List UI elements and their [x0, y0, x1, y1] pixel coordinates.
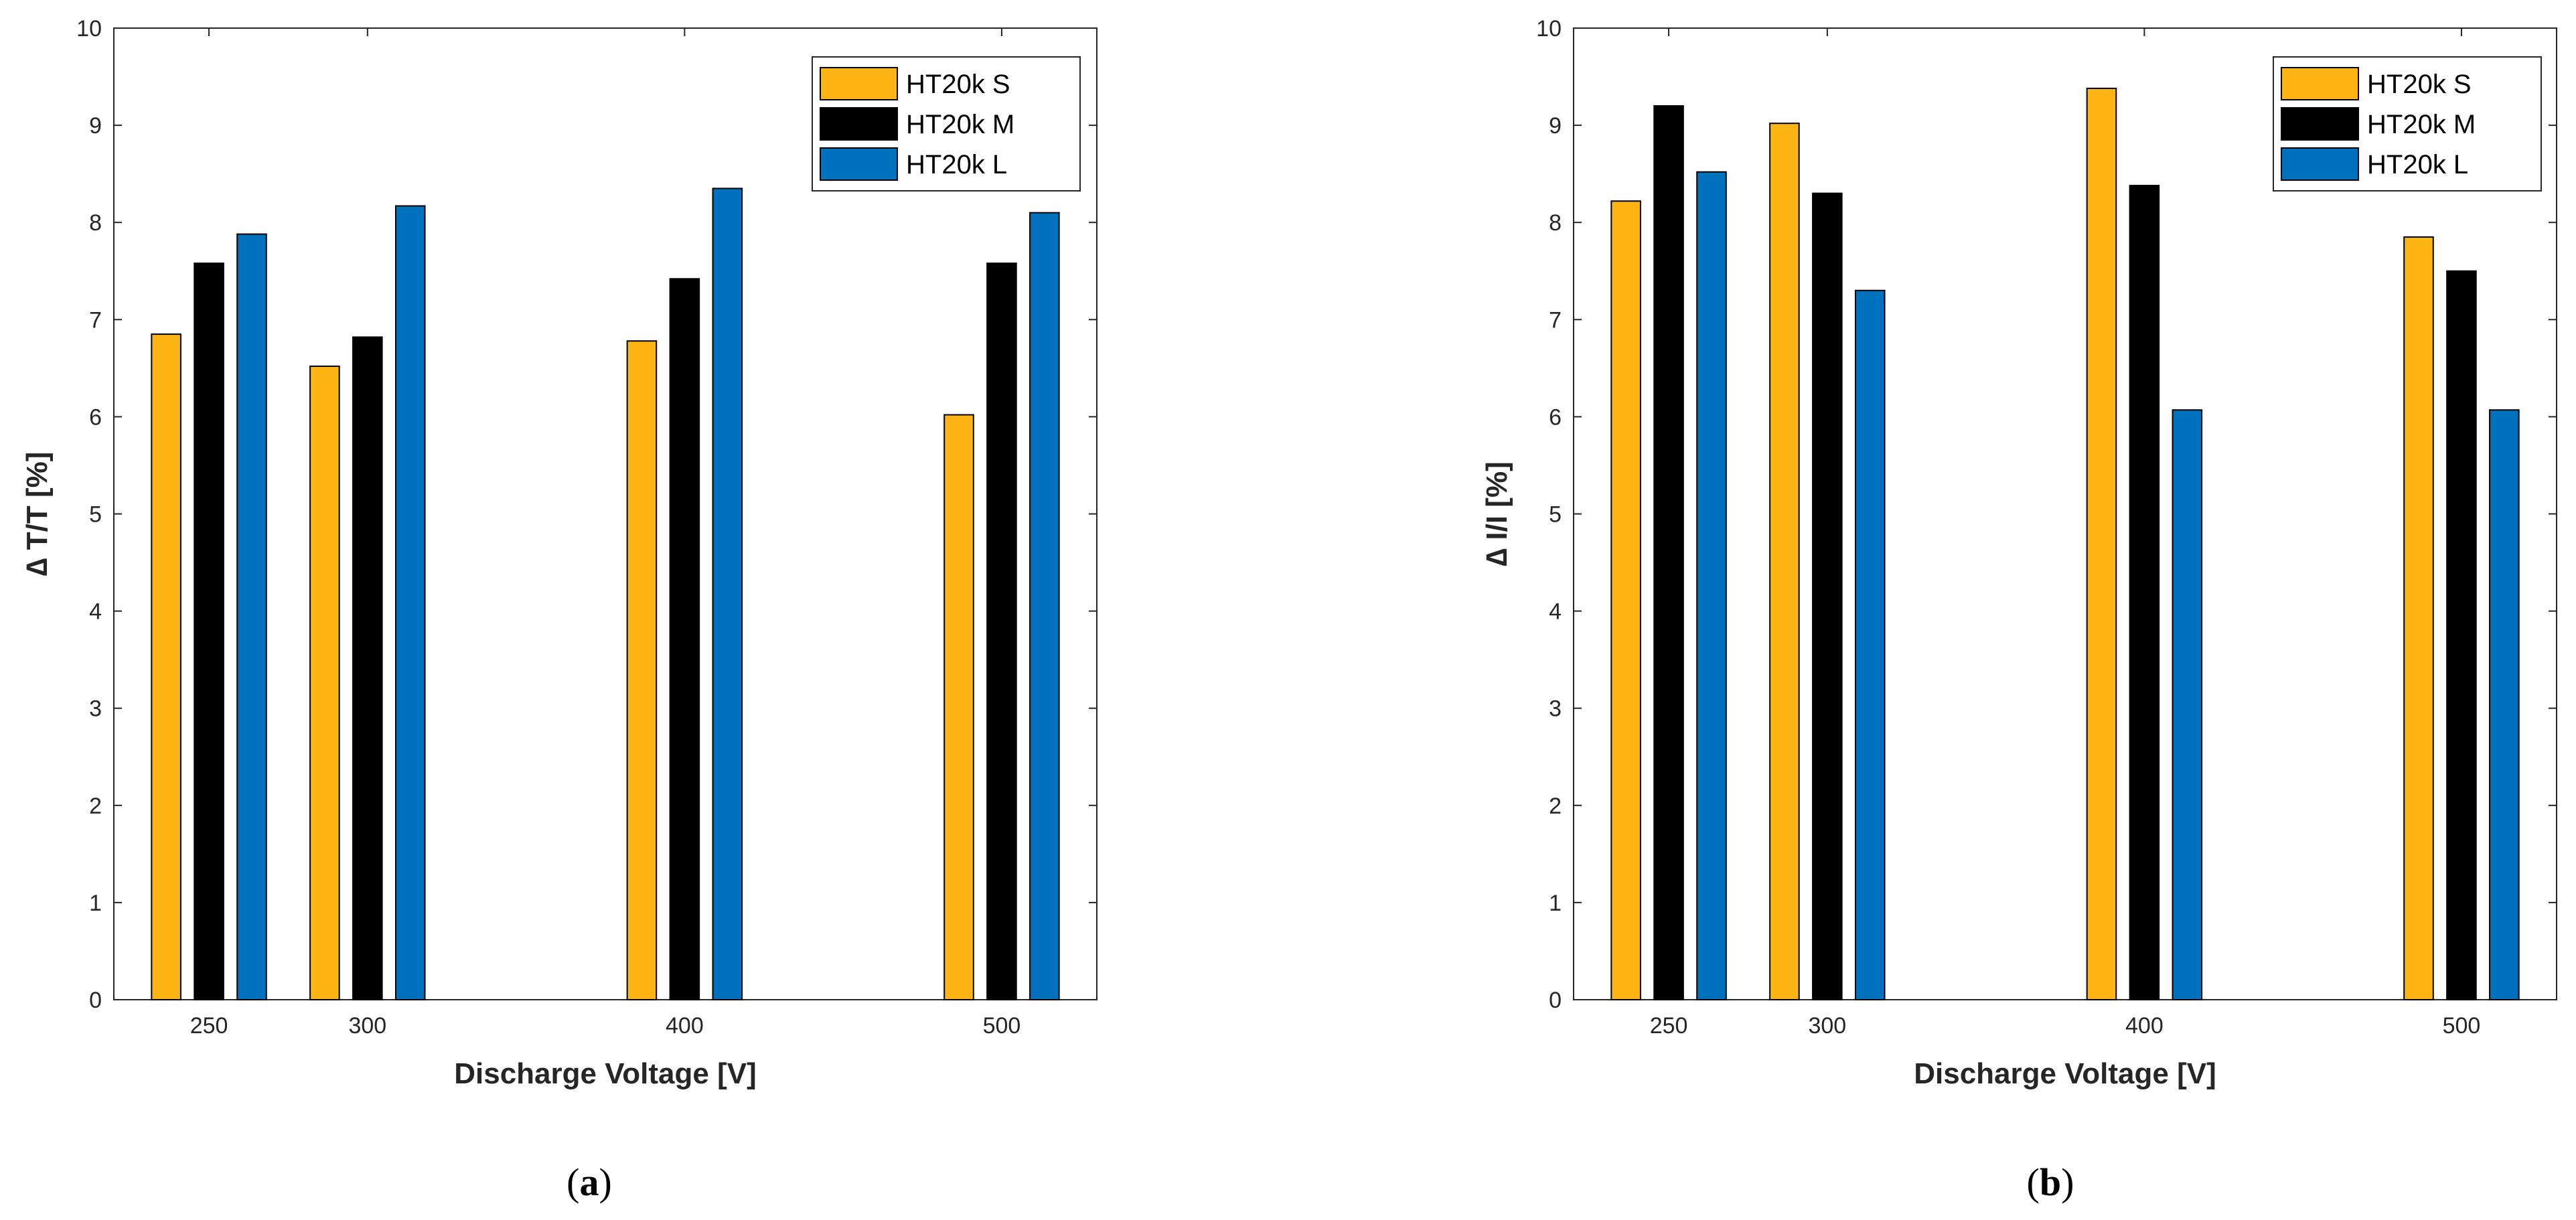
- bar-ht20k-l-500: [2489, 409, 2520, 1000]
- y-tick-label: 4: [89, 599, 102, 625]
- y-tick-label: 4: [1549, 599, 1562, 625]
- x-tick-label: 500: [2443, 1013, 2481, 1039]
- y-tick-label: 10: [1536, 16, 1562, 42]
- x-axis-label: Discharge Voltage [V]: [454, 1057, 757, 1090]
- bar-ht20k-s-250: [151, 333, 181, 1000]
- y-tick-label: 6: [1549, 404, 1562, 430]
- y-tick-label: 7: [1549, 307, 1562, 333]
- bar-ht20k-m-500: [2446, 270, 2477, 1000]
- legend-swatch-ht20k-s: [2281, 67, 2359, 100]
- bar-ht20k-m-250: [194, 262, 224, 1001]
- y-tick-label: 3: [1549, 696, 1562, 722]
- y-tick-label: 10: [76, 16, 102, 42]
- bar-ht20k-s-400: [2086, 87, 2117, 1000]
- x-tick-label: 250: [1650, 1013, 1688, 1039]
- y-tick-label: 1: [1549, 891, 1562, 916]
- legend-swatch-ht20k-m: [820, 107, 898, 141]
- x-tick-label: 300: [348, 1013, 386, 1039]
- legend-swatch-ht20k-m: [2281, 107, 2359, 141]
- bar-ht20k-m-400: [669, 278, 700, 1000]
- y-axis-label: ∆ I/I [%]: [1481, 461, 1513, 566]
- bar-ht20k-s-500: [943, 414, 974, 1000]
- legend-label: HT20k S: [2367, 70, 2472, 99]
- bar-ht20k-s-250: [1610, 200, 1641, 1001]
- bar-ht20k-s-300: [309, 365, 340, 1000]
- bar-ht20k-l-400: [712, 187, 743, 1000]
- bar-ht20k-m-300: [352, 336, 383, 1000]
- bar-ht20k-m-250: [1653, 105, 1684, 1001]
- bar-ht20k-m-300: [1812, 192, 1843, 1000]
- y-tick-label: 8: [89, 210, 102, 236]
- bar-ht20k-m-500: [986, 262, 1017, 1001]
- x-tick-label: 500: [983, 1013, 1021, 1039]
- y-axis-label: ∆ T/T [%]: [21, 452, 54, 577]
- bar-ht20k-s-500: [2403, 236, 2434, 1001]
- x-axis-label: Discharge Voltage [V]: [1914, 1057, 2216, 1090]
- y-tick-label: 1: [89, 891, 102, 916]
- y-tick-label: 7: [89, 307, 102, 333]
- bar-ht20k-s-400: [626, 340, 658, 1000]
- y-tick-label: 6: [89, 404, 102, 430]
- y-tick-label: 9: [89, 113, 102, 139]
- legend-label: HT20k S: [906, 70, 1010, 99]
- y-tick-label: 9: [1549, 113, 1562, 139]
- chart-panel-b: 0 1 2 3 4 5 6 7 8 9 10 250 300 400 500 Discharge Voltag…: [1481, 16, 2557, 1090]
- legend-label: HT20k L: [906, 150, 1007, 179]
- x-tick-label: 300: [1808, 1013, 1846, 1039]
- bar-ht20k-l-400: [2172, 409, 2203, 1000]
- x-tick-label: 400: [666, 1013, 704, 1039]
- y-tick-label: 8: [1549, 210, 1562, 236]
- y-tick-label: 5: [89, 502, 102, 528]
- y-tick-label: 3: [89, 696, 102, 722]
- legend-label: HT20k M: [2367, 110, 2476, 139]
- chart-panel-a: 0 1 2 3 4 5 6 7 8 9 10 250 300 400 500 Discharge Voltag…: [21, 16, 1097, 1090]
- legend-swatch-ht20k-s: [820, 67, 898, 100]
- x-tick-label: 400: [2125, 1013, 2164, 1039]
- caption-a: (a): [566, 1160, 612, 1204]
- x-tick-label: 250: [190, 1013, 228, 1039]
- bar-ht20k-s-300: [1769, 123, 1800, 1000]
- legend-swatch-ht20k-l: [2281, 147, 2359, 181]
- bar-ht20k-l-500: [1029, 212, 1060, 1001]
- bar-ht20k-l-300: [394, 205, 426, 1001]
- bar-ht20k-l-250: [236, 233, 267, 1000]
- legend-label: HT20k L: [2367, 150, 2468, 179]
- y-tick-label: 0: [1549, 988, 1562, 1013]
- y-tick-label: 2: [89, 793, 102, 819]
- caption-b: (b): [2027, 1160, 2074, 1204]
- bar-ht20k-m-400: [2129, 185, 2160, 1000]
- legend-swatch-ht20k-l: [820, 147, 898, 181]
- bar-ht20k-l-300: [1854, 289, 1886, 1000]
- y-tick-label: 2: [1549, 793, 1562, 819]
- y-tick-label: 5: [1549, 502, 1562, 528]
- y-tick-label: 0: [89, 988, 102, 1013]
- bar-ht20k-l-250: [1696, 171, 1727, 1000]
- legend-label: HT20k M: [906, 110, 1014, 139]
